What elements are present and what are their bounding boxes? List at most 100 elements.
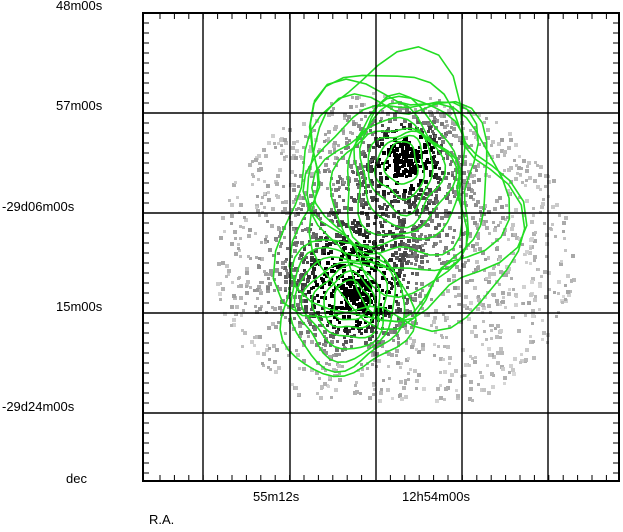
emission-pixel — [402, 107, 405, 110]
emission-core-pixel — [408, 170, 412, 174]
emission-pixel — [421, 343, 425, 347]
emission-pixel — [298, 257, 301, 260]
emission-pixel — [295, 227, 298, 230]
emission-pixel — [531, 277, 535, 281]
emission-pixel — [401, 148, 404, 151]
emission-pixel — [333, 148, 336, 151]
emission-pixel — [271, 207, 275, 211]
emission-pixel — [430, 146, 433, 149]
emission-pixel — [245, 285, 248, 288]
emission-pixel — [371, 363, 374, 366]
emission-pixel — [541, 202, 545, 206]
emission-pixel — [360, 203, 364, 207]
emission-pixel — [256, 297, 259, 300]
emission-pixel — [396, 282, 399, 285]
emission-pixel — [323, 140, 326, 143]
emission-pixel — [472, 131, 476, 135]
emission-pixel — [257, 168, 261, 172]
emission-pixel — [360, 373, 364, 377]
emission-pixel — [551, 223, 554, 226]
emission-core-pixel — [410, 162, 414, 166]
emission-pixel — [411, 272, 414, 275]
emission-pixel — [329, 334, 333, 338]
emission-pixel — [235, 305, 239, 309]
emission-pixel — [387, 215, 390, 218]
emission-pixel — [480, 221, 484, 225]
emission-core-pixel — [345, 293, 349, 297]
emission-pixel — [394, 251, 398, 255]
emission-pixel — [387, 352, 391, 356]
emission-pixel — [378, 205, 381, 208]
emission-core-pixel — [352, 289, 356, 293]
emission-pixel — [266, 286, 270, 290]
emission-pixel — [359, 163, 362, 166]
dec-tick-label-2: 57m00s — [56, 98, 103, 113]
emission-pixel — [329, 250, 333, 254]
emission-pixel — [264, 272, 268, 276]
emission-pixel — [245, 291, 249, 295]
emission-pixel — [429, 97, 432, 100]
emission-pixel — [268, 248, 272, 252]
emission-pixel — [337, 188, 340, 191]
emission-pixel — [461, 348, 465, 352]
emission-pixel — [413, 252, 417, 256]
emission-pixel — [324, 237, 327, 240]
emission-pixel — [356, 221, 360, 225]
emission-pixel — [362, 233, 366, 237]
emission-pixel — [313, 258, 317, 262]
emission-pixel — [275, 239, 278, 242]
emission-pixel — [327, 385, 330, 388]
emission-pixel — [424, 314, 427, 317]
emission-pixel — [448, 356, 452, 360]
emission-pixel — [444, 135, 447, 138]
emission-pixel — [482, 320, 485, 323]
emission-pixel — [309, 194, 313, 198]
emission-pixel — [372, 92, 375, 95]
emission-pixel — [482, 306, 486, 310]
emission-pixel — [432, 151, 435, 154]
emission-pixel — [373, 388, 376, 391]
emission-pixel — [351, 326, 355, 330]
emission-pixel — [450, 160, 453, 163]
emission-pixel — [360, 103, 364, 107]
emission-pixel — [298, 367, 301, 370]
emission-pixel — [273, 289, 276, 292]
emission-pixel — [407, 281, 410, 284]
emission-pixel — [446, 154, 449, 157]
emission-pixel — [304, 305, 308, 309]
contour-north — [346, 101, 463, 248]
emission-pixel — [476, 200, 480, 204]
emission-pixel — [488, 276, 491, 279]
emission-pixel — [540, 205, 544, 209]
emission-pixel — [414, 195, 418, 199]
emission-pixel — [469, 380, 473, 384]
emission-pixel — [415, 245, 419, 249]
emission-pixel — [561, 301, 564, 304]
emission-pixel — [405, 330, 409, 334]
contour-north — [367, 130, 434, 217]
emission-pixel — [256, 195, 259, 198]
emission-pixel — [517, 329, 521, 333]
emission-pixel — [304, 191, 308, 195]
emission-pixel — [493, 228, 497, 232]
emission-pixel — [336, 220, 339, 223]
emission-pixel — [291, 146, 295, 150]
emission-core-pixel — [365, 281, 369, 285]
emission-pixel — [296, 303, 300, 307]
emission-core-pixel — [400, 144, 404, 148]
emission-pixel — [250, 340, 254, 344]
emission-pixel — [524, 358, 528, 362]
emission-pixel — [368, 124, 372, 128]
emission-pixel — [327, 168, 330, 171]
emission-pixel — [449, 163, 452, 166]
emission-pixel — [309, 323, 312, 326]
emission-pixel — [395, 309, 399, 313]
emission-pixel — [345, 224, 349, 228]
emission-pixel — [297, 307, 301, 311]
emission-pixel — [327, 130, 331, 134]
emission-pixel — [325, 275, 328, 278]
emission-pixel — [500, 205, 504, 209]
emission-pixel — [353, 334, 356, 337]
emission-pixel — [478, 143, 481, 146]
emission-pixel — [480, 375, 484, 379]
